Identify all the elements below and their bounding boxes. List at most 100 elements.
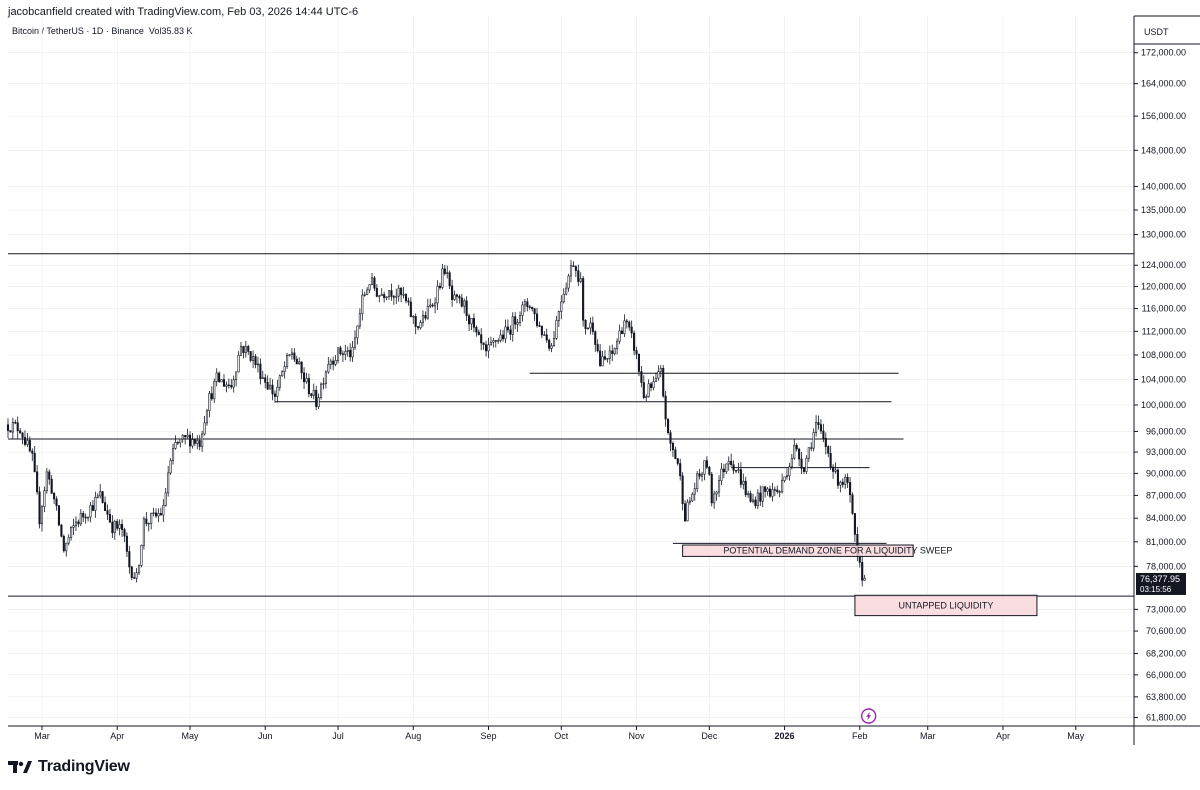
candle: [562, 288, 565, 304]
candle: [130, 565, 133, 581]
candle: [164, 488, 167, 507]
candle: [676, 458, 679, 466]
candle: [324, 370, 327, 389]
candle: [368, 284, 371, 293]
candle: [412, 315, 415, 324]
candle: [152, 507, 155, 517]
candle: [618, 324, 621, 345]
candle: [407, 297, 410, 306]
y-tick-label: 164,000.00: [1141, 79, 1186, 89]
demand-zone[interactable]: POTENTIAL DEMAND ZONE FOR A LIQUIDITY SW…: [682, 544, 953, 557]
currency-unit[interactable]: USDT: [1144, 27, 1169, 37]
candle: [363, 291, 366, 297]
brand[interactable]: TradingView: [8, 758, 130, 776]
tradingview-logo-icon: [8, 761, 32, 773]
candle: [526, 297, 529, 312]
candle: [404, 293, 408, 304]
candle: [468, 313, 471, 332]
candle: [637, 353, 641, 377]
candle: [344, 344, 347, 361]
candle: [691, 492, 694, 502]
liquidity-zone-box[interactable]: [854, 594, 1038, 617]
candle: [99, 484, 102, 499]
candle: [713, 490, 716, 509]
candle: [839, 480, 842, 493]
candle: [370, 272, 374, 286]
candle: [106, 504, 109, 520]
candle: [94, 491, 97, 518]
horizontal-lines[interactable]: [8, 253, 1134, 597]
candle: [426, 298, 429, 320]
demand-zone-box[interactable]: [682, 544, 914, 557]
candle: [154, 508, 158, 518]
candle: [247, 344, 250, 355]
candle: [606, 358, 609, 363]
candle: [128, 545, 131, 574]
candle: [749, 490, 752, 503]
candle: [827, 445, 830, 458]
candle: [334, 355, 337, 367]
candle: [521, 301, 524, 322]
candle: [555, 315, 558, 340]
candle: [492, 337, 495, 348]
candle: [710, 471, 713, 507]
candles: [6, 260, 866, 587]
candle: [812, 428, 815, 452]
candle: [397, 284, 400, 302]
y-tick-label: 63,800.00: [1146, 692, 1186, 702]
y-tick-label: 81,000.00: [1146, 537, 1186, 547]
bar-countdown: 03:15:56: [1140, 585, 1172, 594]
candle: [441, 263, 444, 290]
candle: [768, 485, 772, 499]
candle: [252, 350, 255, 369]
candle: [785, 468, 789, 480]
candle: [538, 321, 541, 328]
candle: [322, 377, 325, 390]
candle: [307, 373, 310, 398]
last-price-value: 76,377.95: [1140, 574, 1180, 584]
y-tick-label: 135,000.00: [1141, 205, 1186, 215]
candle: [286, 352, 289, 369]
y-tick-label: 68,200.00: [1146, 649, 1186, 659]
y-tick-label: 104,000.00: [1141, 374, 1186, 384]
candle: [518, 311, 522, 327]
candle: [378, 295, 381, 303]
candle: [470, 317, 473, 330]
candle: [96, 493, 99, 499]
liquidity-zone[interactable]: UNTAPPED LIQUIDITY: [854, 594, 1038, 617]
candle: [589, 317, 592, 335]
candle: [392, 294, 395, 305]
alert-marker[interactable]: [860, 708, 877, 724]
candle: [67, 534, 70, 546]
price-axis[interactable]: 172,000.00 164,000.00 156,000.00 148,000.00…: [1134, 48, 1186, 723]
candle: [730, 453, 733, 467]
candle: [616, 338, 619, 355]
candle: [349, 343, 352, 362]
candle: [402, 287, 405, 299]
symbol-info[interactable]: Bitcoin / TetherUS · 1D · Binance Vol35.…: [12, 26, 192, 36]
candle: [480, 328, 483, 351]
candle: [783, 476, 786, 483]
candle: [186, 428, 189, 439]
candle: [465, 296, 468, 321]
candle: [633, 330, 636, 356]
candle: [453, 290, 456, 301]
candle: [802, 467, 806, 474]
candle: [210, 386, 213, 401]
candle: [193, 439, 196, 447]
candle: [766, 487, 769, 496]
candle: [414, 313, 417, 335]
candle: [77, 519, 80, 528]
zones[interactable]: POTENTIAL DEMAND ZONE FOR A LIQUIDITY SW…: [682, 544, 1038, 617]
candle: [523, 298, 526, 313]
y-tick-label: 100,000.00: [1141, 400, 1186, 410]
candle: [244, 340, 247, 358]
candle: [584, 319, 587, 335]
candle: [540, 325, 543, 339]
candle: [169, 457, 172, 475]
candle: [213, 378, 216, 404]
candle: [167, 466, 170, 497]
candle: [429, 298, 432, 309]
time-axis[interactable]: Mar Apr May Jun Jul Aug Sep Oct Nov Dec 2026 Feb Mar…: [34, 726, 1085, 741]
